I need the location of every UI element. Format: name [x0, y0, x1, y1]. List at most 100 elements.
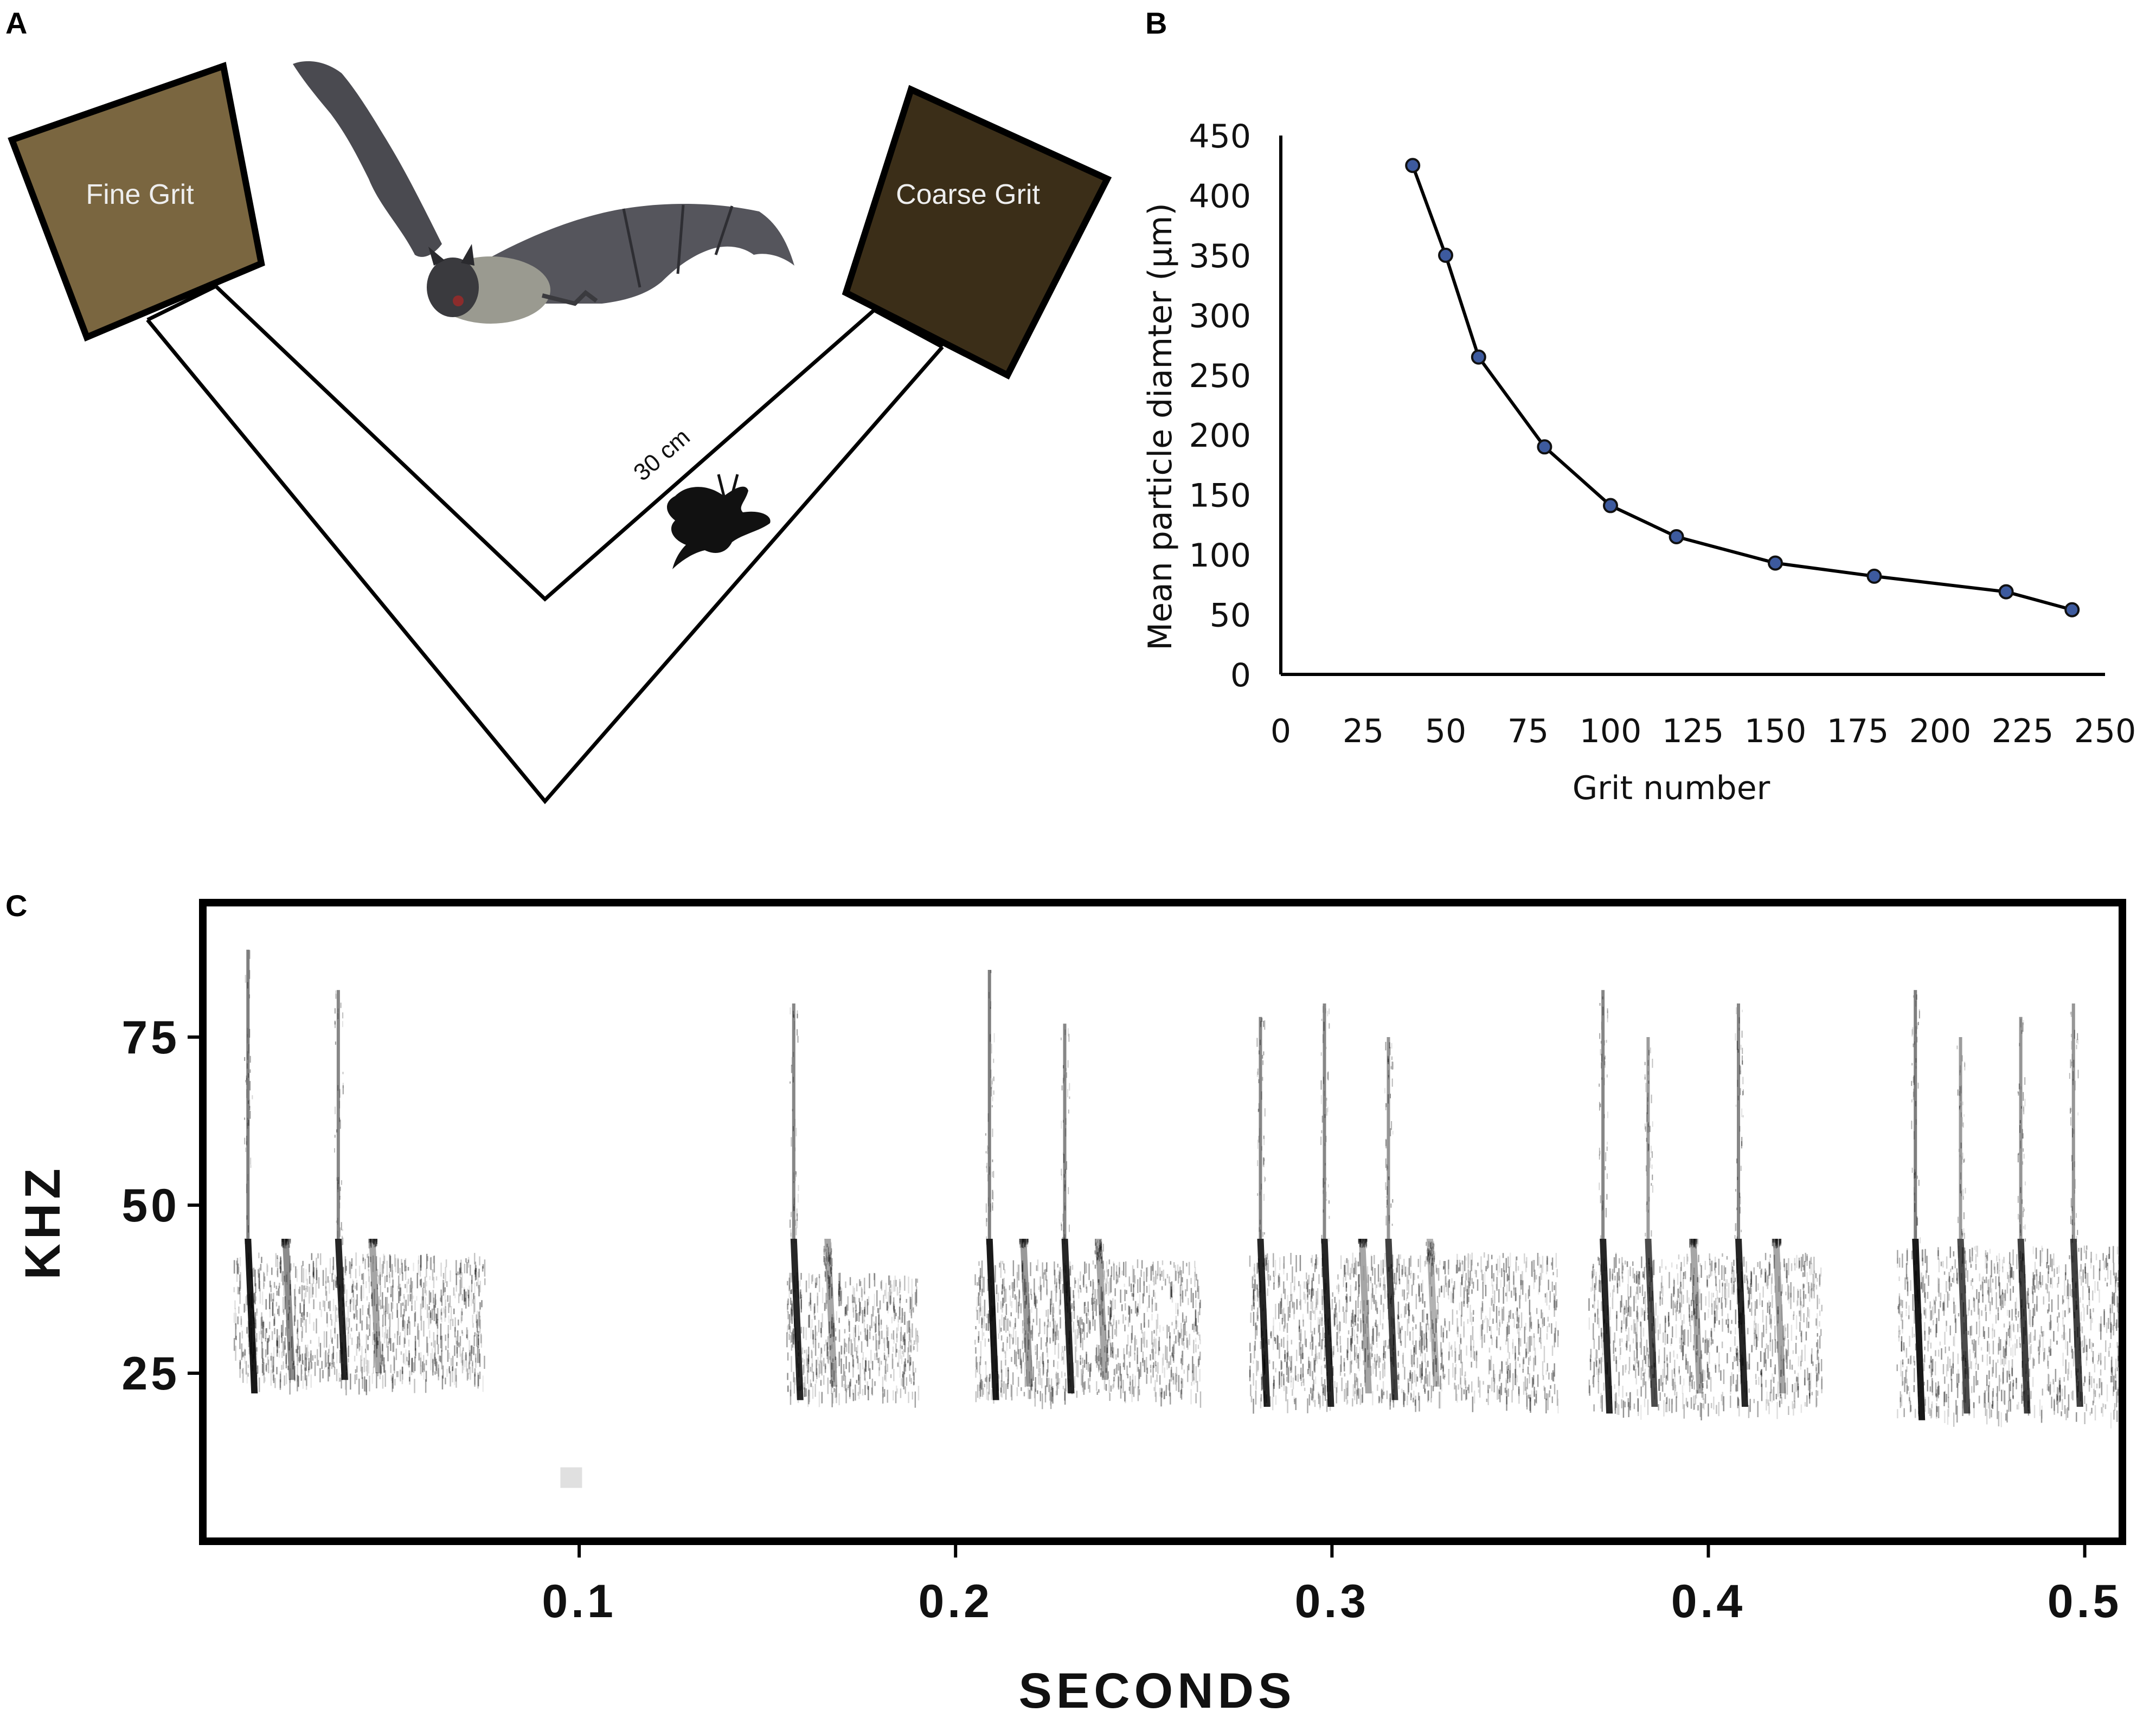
noise-speck: [399, 1288, 401, 1302]
noise-speck: [1161, 1388, 1163, 1394]
noise-speck: [436, 1314, 438, 1323]
noise-speck: [1383, 1391, 1385, 1395]
noise-speck: [372, 1332, 374, 1345]
noise-speck: [1995, 1276, 1997, 1290]
noise-speck: [1031, 1384, 1032, 1392]
noise-speck: [1544, 1293, 1547, 1303]
noise-speck: [1255, 1380, 1257, 1390]
noise-speck: [1736, 1374, 1738, 1392]
noise-speck: [316, 1318, 317, 1334]
noise-speck: [1799, 1322, 1801, 1332]
noise-speck: [461, 1311, 463, 1315]
noise-speck: [1522, 1280, 1524, 1295]
noise-speck: [1470, 1254, 1471, 1265]
noise-speck: [1080, 1316, 1082, 1325]
noise-speck: [1807, 1307, 1809, 1317]
noise-speck: [1132, 1374, 1134, 1387]
noise-speck: [986, 1375, 988, 1389]
noise-speck: [1022, 1274, 1023, 1283]
noise-speck: [1133, 1284, 1134, 1297]
noise-speck: [1768, 1262, 1770, 1276]
noise-speck: [1044, 1322, 1045, 1327]
noise-speck: [1769, 1263, 1771, 1276]
noise-speck: [1633, 1403, 1635, 1410]
noise-speck: [1632, 1338, 1634, 1344]
noise-speck: [254, 1292, 256, 1305]
noise-speck: [1984, 1331, 1985, 1339]
noise-speck: [409, 1376, 410, 1382]
noise-speck: [868, 1360, 870, 1371]
noise-speck: [398, 1291, 400, 1303]
noise-speck: [1180, 1390, 1182, 1398]
noise-speck: [319, 1253, 322, 1265]
noise-speck: [1083, 1274, 1085, 1288]
noise-speck: [1156, 1374, 1158, 1382]
noise-speck: [2009, 1262, 2010, 1270]
noise-speck: [1140, 1362, 1141, 1377]
noise-speck: [1188, 1298, 1189, 1305]
noise-speck: [290, 1280, 291, 1290]
noise-speck: [1424, 1388, 1426, 1394]
noise-speck: [1409, 1372, 1411, 1381]
noise-speck: [1107, 1330, 1109, 1343]
noise-speck: [912, 1392, 913, 1400]
noise-speck: [1626, 1341, 1628, 1350]
noise-speck: [2038, 1352, 2040, 1364]
noise-speck: [2099, 1393, 2100, 1399]
noise-speck: [1655, 1302, 1657, 1316]
noise-speck: [1901, 1341, 1902, 1352]
noise-speck: [1452, 1293, 1454, 1303]
noise-speck: [382, 1344, 383, 1361]
noise-speck: [1689, 1308, 1690, 1312]
noise-speck: [1811, 1282, 1812, 1291]
noise-speck: [278, 1288, 279, 1296]
noise-speck: [1781, 1284, 1783, 1294]
noise-speck: [279, 1373, 281, 1388]
noise-speck: [1134, 1353, 1135, 1361]
noise-speck: [1780, 1354, 1781, 1369]
noise-speck: [1138, 1367, 1139, 1372]
maze-outer-wall: [146, 318, 944, 805]
noise-speck: [1786, 1378, 1788, 1395]
noise-speck: [321, 1361, 323, 1369]
noise-speck: [1658, 1379, 1660, 1391]
noise-speck: [1197, 1311, 1199, 1323]
noise-speck: [835, 1360, 837, 1373]
noise-speck: [1509, 1281, 1510, 1292]
noise-speck: [1022, 1264, 1023, 1272]
noise-speck: [1123, 1348, 1125, 1360]
noise-speck: [368, 1304, 370, 1316]
noise-speck: [1065, 1378, 1067, 1392]
noise-speck: [831, 1326, 833, 1337]
noise-speck: [1076, 1391, 1078, 1398]
noise-speck: [1636, 1349, 1638, 1363]
noise-speck: [298, 1357, 299, 1362]
noise-speck: [423, 1321, 425, 1337]
noise-speck: [1015, 1330, 1017, 1345]
noise-speck: [469, 1350, 471, 1365]
noise-speck: [830, 1345, 831, 1350]
noise-speck: [810, 1292, 811, 1305]
noise-speck: [259, 1281, 261, 1292]
noise-speck: [1311, 1254, 1313, 1267]
noise-speck: [1760, 1270, 1762, 1278]
noise-speck: [312, 1270, 315, 1284]
noise-speck: [833, 1363, 835, 1380]
noise-speck: [1714, 1257, 1716, 1273]
noise-speck: [1797, 1289, 1799, 1306]
noise-speck: [453, 1308, 455, 1315]
noise-speck: [371, 1373, 373, 1384]
noise-speck: [1682, 1342, 1684, 1356]
noise-speck: [1454, 1341, 1456, 1353]
noise-speck: [1036, 1308, 1038, 1326]
noise-speck: [1290, 1253, 1292, 1265]
noise-speck: [1159, 1267, 1161, 1276]
noise-speck: [464, 1289, 465, 1305]
noise-speck: [433, 1277, 435, 1289]
noise-speck: [1498, 1390, 1500, 1394]
noise-speck: [1430, 1311, 1432, 1321]
noise-speck: [1193, 1377, 1195, 1385]
noise-speck: [1466, 1289, 1468, 1304]
noise-speck: [1913, 1385, 1915, 1392]
noise-speck: [1715, 1276, 1717, 1286]
